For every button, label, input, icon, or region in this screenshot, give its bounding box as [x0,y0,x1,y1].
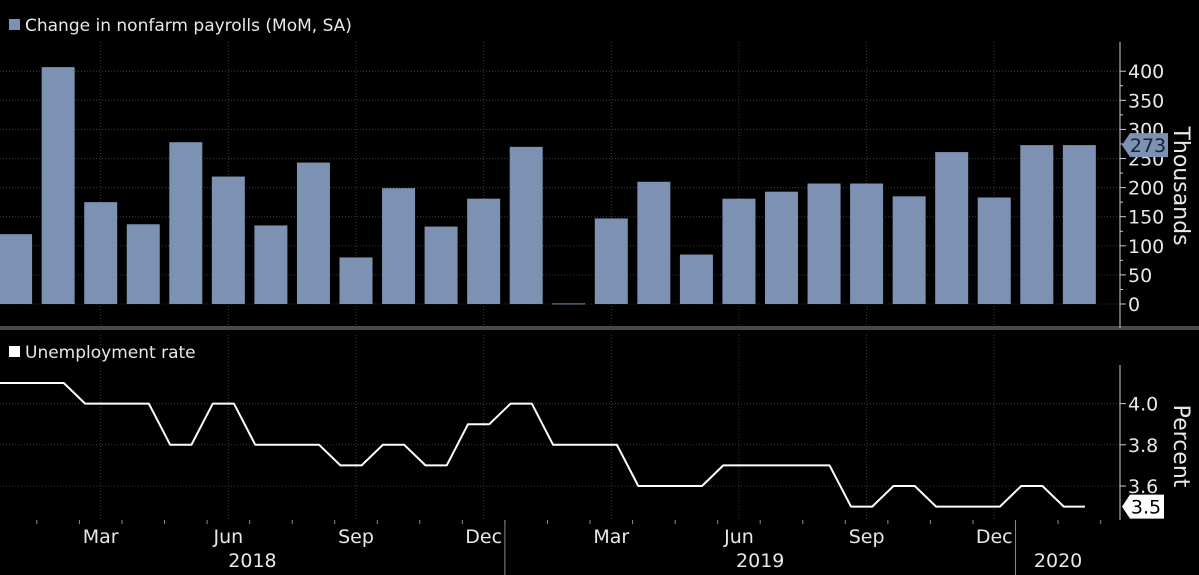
payrolls-bar [552,303,586,305]
payrolls-bar [382,188,416,304]
payrolls-bar [977,197,1011,304]
payrolls-y-tick-label: 200 [1128,178,1164,200]
payrolls-bar [296,162,330,304]
payrolls-bar [467,198,501,304]
x-month-label: Jun [723,526,754,548]
unemployment-axis-title: Percent [1168,405,1193,488]
unemployment-line [0,382,1085,508]
unemployment-last-value-callout: 3.5 [1122,494,1164,519]
payrolls-legend: Change in nonfarm payrolls (MoM, SA) [25,16,352,36]
payrolls-bar [935,152,969,304]
payrolls-bar [892,196,926,304]
unemployment-legend: Unemployment rate [25,343,196,363]
unemployment-y-tick-label: 4.0 [1128,394,1158,416]
unemployment-last-value: 3.5 [1131,497,1161,519]
unemployment-line-layer [0,382,1085,508]
payrolls-callout-shape [1122,133,1168,158]
payrolls-bar [850,183,884,304]
payrolls-bar [765,191,798,304]
payrolls-bar [254,225,288,304]
payrolls-bars [0,67,1096,305]
x-year-label: 2019 [736,550,784,572]
payrolls-bar [594,218,628,304]
x-year-label: 2020 [1034,550,1082,572]
x-month-label: Dec [465,526,502,548]
payrolls-y-tick-label: 150 [1128,207,1164,229]
unemployment-y-tick-label: 3.6 [1128,476,1158,498]
payrolls-bar [211,176,245,304]
payrolls-bar [1062,145,1096,304]
payrolls-bar [509,146,543,304]
panel-separator [0,326,1199,330]
payrolls-y-tick-label: 350 [1128,90,1164,112]
unemployment-legend-swatch [9,346,20,357]
payrolls-bar [339,257,373,304]
x-month-label: Sep [849,526,885,548]
payrolls-bar [679,254,713,304]
payrolls-bar [41,67,75,304]
payrolls-bar [722,198,756,304]
payrolls-y-tick-label: 100 [1128,236,1164,258]
payrolls-y-tick-label: 50 [1128,265,1152,287]
payrolls-bar [424,226,458,304]
x-month-label: Mar [83,526,119,548]
payrolls-last-value: 273 [1130,135,1166,157]
x-year-label: 2018 [228,550,276,572]
payrolls-y-tick-label: 0 [1128,294,1140,316]
x-month-label: Mar [593,526,629,548]
payrolls-axis-title: Thousands [1168,125,1193,245]
x-month-label: Dec [976,526,1013,548]
payrolls-bar [169,142,203,304]
unemployment-callout-shape [1122,494,1164,519]
payrolls-last-value-callout: 273 [1122,133,1168,158]
payrolls-bar [0,234,33,304]
payrolls-bar [637,181,671,304]
unemployment-y-tick-label: 3.8 [1128,435,1158,457]
payrolls-legend-swatch [9,19,20,30]
payrolls-bar [126,224,160,304]
x-month-label: Jun [213,526,244,548]
payrolls-y-tick-label: 400 [1128,61,1164,83]
payrolls-bar [84,202,118,304]
x-month-label: Sep [338,526,374,548]
payrolls-bar [807,183,841,304]
payrolls-bar [1020,145,1054,304]
